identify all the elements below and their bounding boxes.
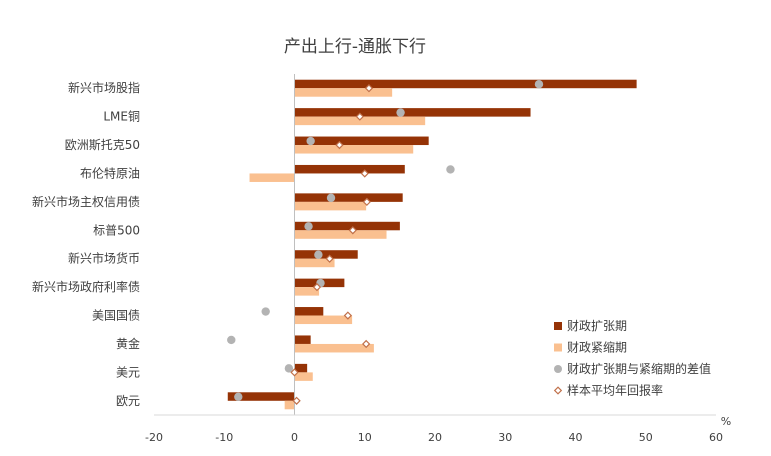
difference-point (261, 307, 270, 316)
bar-contraction (294, 201, 367, 211)
difference-point (326, 193, 336, 203)
legend-swatch (553, 386, 563, 395)
bar-expansion (294, 193, 403, 202)
legend-swatch (554, 365, 562, 373)
difference-point (306, 136, 315, 146)
average-return-marker (362, 339, 371, 349)
category-label: 美国国债 (92, 309, 140, 323)
category-label: 新兴市场货币 (68, 251, 140, 266)
category-label: 新兴市场政府利率债 (32, 279, 140, 294)
difference-point (446, 165, 455, 174)
average-return-marker (325, 254, 334, 263)
x-tick-label: -10 (215, 431, 233, 444)
average-return-marker (348, 226, 357, 235)
bar-expansion (294, 164, 405, 174)
points-layer (227, 80, 544, 405)
average-return-marker (360, 169, 369, 178)
bar-contraction (294, 372, 313, 381)
legend-swatch (554, 322, 562, 330)
bar-contraction (294, 88, 393, 97)
difference-point (396, 108, 405, 117)
bar-expansion (294, 136, 429, 146)
bar-contraction (294, 287, 320, 296)
bars-layer (227, 79, 637, 410)
difference-point (534, 80, 544, 89)
category-label: LME铜 (103, 109, 140, 124)
category-label: 黄金 (116, 336, 140, 351)
difference-point (234, 392, 243, 401)
x-tick-label: -20 (145, 431, 163, 444)
x-tick-label: 50 (639, 431, 653, 444)
x-tick-label: 60 (709, 431, 723, 444)
chart-title: 产出上行-通胀下行 (284, 37, 426, 57)
bar-expansion (294, 108, 531, 117)
bar-contraction (294, 230, 387, 239)
category-label: 新兴市场主权信用债 (32, 194, 140, 209)
bar-expansion (294, 363, 308, 373)
x-tick-labels: -20 -10 0 10 20 30 40 50 60 (145, 431, 723, 444)
category-label: 欧洲斯托克50 (65, 138, 140, 152)
bar-expansion (294, 250, 358, 259)
category-label: 新兴市场股指 (68, 80, 140, 95)
category-label: 标普500 (93, 223, 140, 237)
average-return-marker (355, 112, 364, 121)
average-return-marker (292, 396, 301, 405)
bar-contraction (249, 173, 295, 182)
x-tick-label: 40 (569, 431, 583, 444)
average-return-marker (290, 368, 299, 377)
difference-point (304, 222, 313, 231)
bar-contraction (294, 145, 414, 154)
legend-label: 财政紧缩期 (567, 340, 627, 355)
difference-point (227, 335, 236, 345)
average-return-marker (312, 282, 322, 292)
bar-expansion (294, 79, 637, 89)
bar-contraction (294, 315, 353, 325)
legend-label: 财政扩张期 (567, 319, 627, 333)
x-axis-unit-label: % (721, 415, 731, 428)
bar-expansion (227, 392, 295, 401)
bar-contraction (284, 400, 295, 410)
average-return-marker (362, 197, 372, 207)
category-label: 美元 (116, 365, 140, 379)
bar-contraction (294, 116, 426, 126)
category-label: 布伦特原油 (80, 165, 140, 180)
average-return-marker (343, 311, 353, 320)
difference-point (284, 364, 294, 373)
average-return-marker (364, 84, 374, 93)
bar-expansion (294, 307, 324, 316)
bar-expansion (294, 221, 400, 231)
legend-label: 样本平均年回报率 (567, 383, 663, 398)
x-tick-label: 30 (498, 431, 512, 444)
category-label: 欧元 (116, 394, 140, 408)
difference-point (314, 250, 323, 259)
x-tick-label: 10 (358, 431, 372, 444)
x-tick-label: 0 (291, 431, 298, 444)
legend-swatch (554, 343, 562, 352)
bar-expansion (294, 335, 311, 344)
legend-label: 财政扩张期与紧缩期的差值 (567, 361, 711, 376)
bar-contraction (294, 258, 335, 268)
bar-contraction (294, 343, 374, 353)
x-tick-label: 20 (428, 431, 442, 444)
average-return-marker (335, 140, 344, 150)
